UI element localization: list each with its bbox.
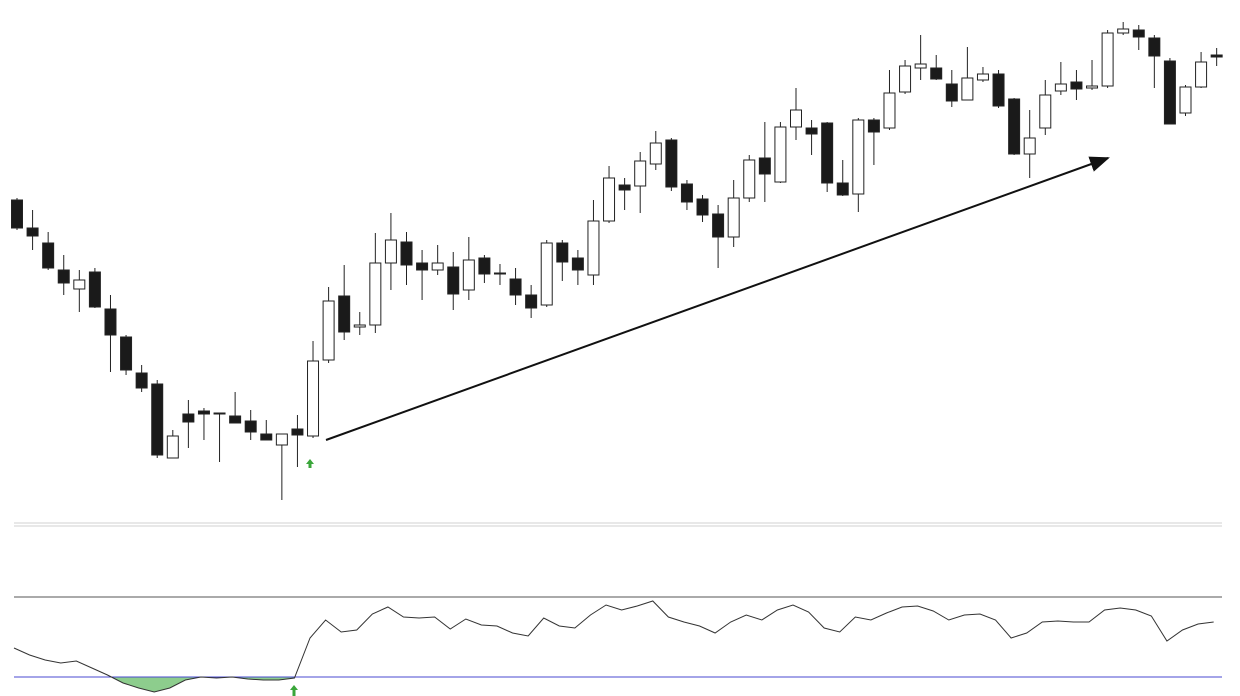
candle-body — [509, 278, 522, 296]
candle-body — [774, 126, 787, 183]
candle-body — [431, 262, 444, 271]
candle-body — [244, 420, 257, 433]
candle-body — [260, 433, 273, 441]
candle-body — [603, 177, 616, 222]
candle-body — [338, 295, 351, 333]
candle-body — [867, 119, 880, 133]
candle-body — [665, 139, 678, 188]
candle-body — [914, 63, 927, 69]
candle-body — [852, 119, 865, 195]
candle-body — [556, 242, 569, 263]
candle-body — [307, 360, 320, 437]
candle-body — [42, 242, 55, 269]
candle-body — [166, 435, 179, 459]
candle-body — [790, 109, 802, 128]
candle-body — [447, 266, 460, 295]
candle-body — [322, 300, 335, 361]
candle-body — [1101, 32, 1114, 87]
candle-body — [976, 73, 989, 81]
candle-body — [540, 242, 553, 306]
candle-body — [587, 220, 600, 276]
candle-body — [961, 77, 974, 101]
candle-body — [992, 73, 1005, 107]
candle-body — [836, 182, 849, 196]
candle-body — [899, 65, 912, 93]
candle-body — [1023, 137, 1036, 155]
candle-body — [1070, 81, 1083, 90]
candle-body — [400, 241, 413, 266]
candle-body — [618, 184, 631, 191]
candle-body — [151, 383, 164, 456]
candle-body — [135, 372, 148, 389]
candle-body — [1148, 37, 1161, 57]
candle-body — [291, 428, 304, 436]
indicator-line — [13, 600, 1214, 693]
candle-body — [275, 433, 288, 446]
candle-body — [182, 413, 195, 423]
candle-body — [743, 159, 756, 199]
candle-body — [73, 279, 86, 290]
candle-body — [571, 257, 584, 271]
candle-body — [821, 122, 834, 184]
candle-body — [478, 257, 491, 275]
candle-body — [229, 415, 242, 424]
candle-body — [120, 336, 133, 371]
candle-body — [1163, 60, 1176, 125]
candle-body — [197, 410, 210, 415]
candle-body — [1132, 29, 1145, 38]
candle-body — [11, 199, 23, 229]
candle-body — [649, 142, 662, 165]
candle-body — [88, 271, 101, 308]
signal-arrow — [290, 685, 298, 696]
candle-body — [213, 412, 226, 415]
candle-body — [1210, 54, 1223, 58]
signal-arrow — [306, 459, 314, 468]
candle-body — [945, 83, 958, 102]
candle-body — [1054, 83, 1067, 92]
candle-body — [758, 157, 771, 175]
candle-body — [104, 308, 117, 336]
candle-body — [1086, 85, 1099, 89]
candle-body — [1008, 98, 1021, 155]
candle-body — [462, 259, 475, 291]
candle-body — [353, 324, 366, 328]
oversold-fill — [14, 677, 1214, 692]
candle-body — [369, 262, 382, 326]
candle-body — [634, 160, 647, 187]
candle-body — [805, 127, 818, 135]
candle-body — [696, 198, 709, 216]
candle-body — [1117, 28, 1130, 34]
candle-body — [1195, 61, 1208, 88]
candle-body — [416, 262, 429, 271]
candle-body — [883, 92, 896, 129]
candle-body — [1039, 94, 1052, 129]
trend-arrow — [325, 156, 1110, 441]
candle-body — [384, 239, 397, 264]
candle-body — [727, 197, 740, 238]
candle-body — [712, 213, 725, 238]
candle-body — [525, 294, 538, 309]
candle-body — [57, 269, 70, 284]
candle-body — [26, 227, 39, 237]
candle-body — [1179, 86, 1192, 114]
candle-body — [493, 272, 506, 275]
candle-body — [930, 67, 943, 80]
candle-body — [680, 183, 693, 203]
